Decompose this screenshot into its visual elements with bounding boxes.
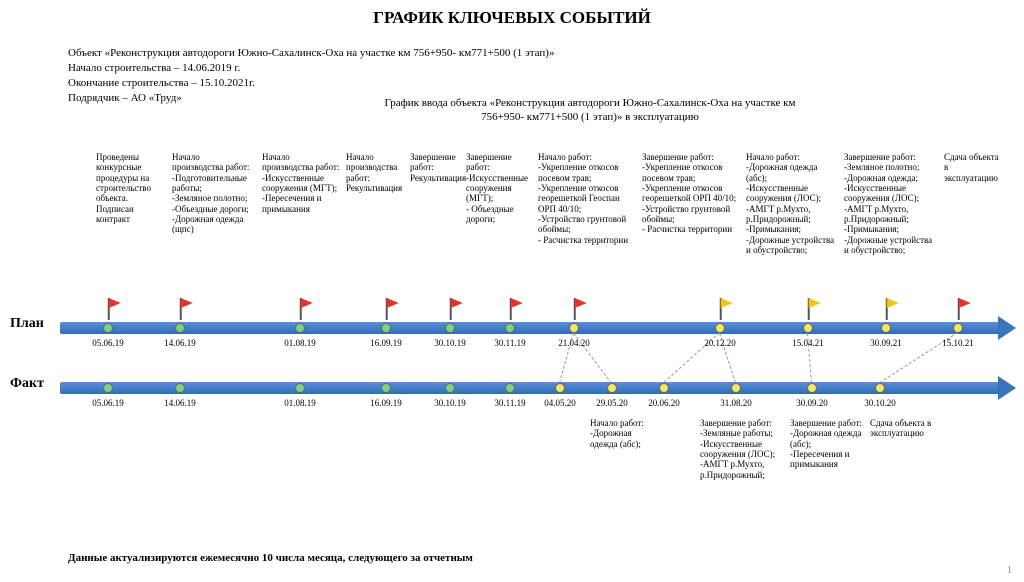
fact-marker	[659, 383, 669, 393]
header-line2: Начало строительства – 14.06.2019 г.	[68, 61, 554, 76]
plan-date: 30.10.19	[434, 338, 466, 348]
top-annotation: Начало производства работ: Рекультивация	[346, 152, 406, 193]
plan-marker	[295, 323, 305, 333]
fact-date: 04.05.20	[544, 398, 576, 408]
fact-date: 30.11.19	[494, 398, 525, 408]
bottom-annotation: Сдача объекта в эксплуатацию	[870, 418, 932, 439]
plan-marker	[881, 323, 891, 333]
fact-date: 16.09.19	[370, 398, 402, 408]
plan-marker	[103, 323, 113, 333]
top-annotation: Сдача объекта в эксплуатацию	[944, 152, 1004, 183]
plan-axis-line	[60, 322, 1000, 334]
plan-marker	[715, 323, 725, 333]
bottom-annotation: Завершение работ: -Земляные работы; -Иск…	[700, 418, 780, 480]
top-annotation: Начало производства работ: -Подготовител…	[172, 152, 252, 235]
fact-marker	[875, 383, 885, 393]
plan-date: 16.09.19	[370, 338, 402, 348]
plan-flag	[509, 298, 512, 320]
fact-marker	[381, 383, 391, 393]
plan-flag	[957, 298, 960, 320]
fact-marker	[731, 383, 741, 393]
fact-marker	[607, 383, 617, 393]
plan-flag	[885, 298, 888, 320]
fact-date: 30.09.20	[796, 398, 828, 408]
plan-marker	[953, 323, 963, 333]
top-annotations: Проведены конкурсные процедуры на строит…	[0, 128, 1024, 288]
fact-date: 14.06.19	[164, 398, 196, 408]
plan-flag	[107, 298, 110, 320]
top-annotation: Завершение работ: Рекультивация	[410, 152, 462, 183]
top-annotation: Завершение работ: -Искусственные сооруже…	[466, 152, 530, 224]
fact-marker	[445, 383, 455, 393]
top-annotation: Завершение работ: -Земляное полотно; -До…	[844, 152, 936, 255]
fact-marker	[807, 383, 817, 393]
top-annotation: Начало работ: -Дорожная одежда (абс); -И…	[746, 152, 836, 255]
plan-marker	[175, 323, 185, 333]
plan-axis-arrowhead	[998, 316, 1016, 340]
top-annotation: Проведены конкурсные процедуры на строит…	[96, 152, 164, 224]
fact-date: 20.06.20	[648, 398, 680, 408]
plan-date: 15.04.21	[792, 338, 824, 348]
plan-marker	[445, 323, 455, 333]
header-line1: Объект «Реконструкция автодороги Южно-Са…	[68, 46, 554, 61]
plan-flag	[385, 298, 388, 320]
top-annotation: Начало работ: -Укрепление откосов посево…	[538, 152, 634, 245]
fact-marker	[295, 383, 305, 393]
plan-flag	[449, 298, 452, 320]
fact-marker	[505, 383, 515, 393]
fact-marker	[103, 383, 113, 393]
axis-plan-label: План	[10, 316, 44, 332]
fact-date: 30.10.20	[864, 398, 896, 408]
plan-date: 01.08.19	[284, 338, 316, 348]
axis-fact-label: Факт	[10, 376, 44, 392]
plan-flag	[299, 298, 302, 320]
footer-note: Данные актуализируются ежемесячно 10 чис…	[68, 552, 473, 564]
plan-marker	[381, 323, 391, 333]
bottom-annotation: Завершение работ: -Дорожная одежда (абс)…	[790, 418, 868, 470]
plan-date: 20.12.20	[704, 338, 736, 348]
fact-date: 31.08.20	[720, 398, 752, 408]
fact-marker	[555, 383, 565, 393]
plan-marker	[505, 323, 515, 333]
plan-date: 30.09.21	[870, 338, 902, 348]
plan-date: 05.06.19	[92, 338, 124, 348]
page-number: 1	[1007, 565, 1012, 576]
plan-flag	[719, 298, 722, 320]
bottom-annotation: Начало работ: -Дорожная одежда (абс);	[590, 418, 660, 449]
plan-marker	[569, 323, 579, 333]
bottom-annotations: Начало работ: -Дорожная одежда (абс); Зав…	[0, 418, 1024, 548]
plan-date: 15.10.21	[942, 338, 974, 348]
plan-marker	[803, 323, 813, 333]
top-annotation: Начало производства работ: -Искусственны…	[262, 152, 340, 214]
fact-date: 29.05.20	[596, 398, 628, 408]
top-annotation: Завершение работ: -Укрепление откосов по…	[642, 152, 738, 235]
fact-date: 05.06.19	[92, 398, 124, 408]
plan-date: 14.06.19	[164, 338, 196, 348]
subtitle: График ввода объекта «Реконструкция авто…	[380, 96, 800, 125]
fact-axis-line	[60, 382, 1000, 394]
plan-flag	[807, 298, 810, 320]
fact-marker	[175, 383, 185, 393]
plan-date: 21.04.20	[558, 338, 590, 348]
header-line3: Окончание строительства – 15.10.2021г.	[68, 76, 554, 91]
plan-date: 30.11.19	[494, 338, 525, 348]
fact-axis-arrowhead	[998, 376, 1016, 400]
fact-date: 01.08.19	[284, 398, 316, 408]
plan-flag	[179, 298, 182, 320]
fact-date: 30.10.19	[434, 398, 466, 408]
page-title: ГРАФИК КЛЮЧЕВЫХ СОБЫТИЙ	[0, 8, 1024, 28]
plan-flag	[573, 298, 576, 320]
